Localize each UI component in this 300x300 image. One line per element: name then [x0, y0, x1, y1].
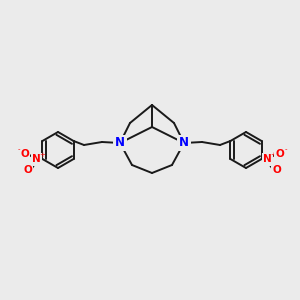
Text: -: - — [284, 146, 287, 152]
Text: N: N — [263, 154, 272, 164]
Text: O: O — [275, 149, 284, 159]
Text: N: N — [179, 136, 189, 149]
Text: N: N — [115, 136, 125, 149]
Text: +: + — [40, 152, 45, 158]
Text: -: - — [17, 146, 20, 152]
Text: O: O — [20, 149, 29, 159]
Text: O: O — [272, 165, 281, 175]
Text: +: + — [271, 152, 277, 158]
Text: N: N — [32, 154, 41, 164]
Text: O: O — [23, 165, 32, 175]
